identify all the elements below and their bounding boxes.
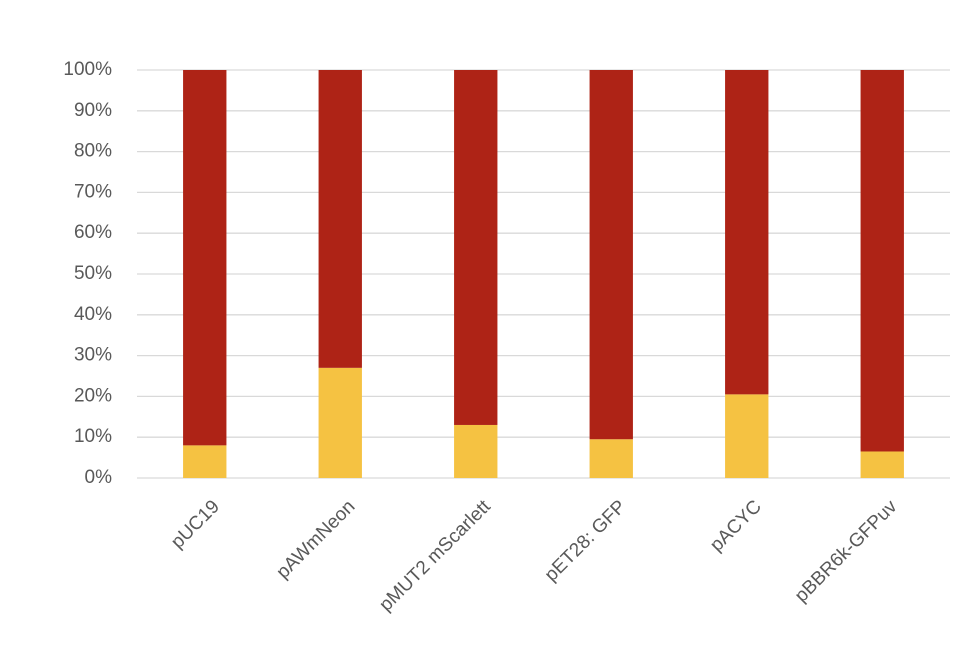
bar-segment (454, 70, 498, 425)
y-tick-label: 90% (74, 100, 112, 121)
bar-segment (725, 394, 769, 478)
bar-segment (318, 367, 362, 478)
x-tick-label: pBBR6k-GFPuv (791, 496, 902, 607)
bar-segment (589, 439, 633, 478)
y-tick-label: 80% (74, 141, 112, 162)
y-tick-label: 60% (74, 222, 112, 243)
bar-segment (183, 70, 227, 446)
x-tick-label: pUC19 (167, 496, 224, 553)
y-tick-label: 100% (63, 59, 112, 80)
bar-segment (589, 70, 633, 440)
x-tick-label: pAWmNeon (273, 496, 360, 583)
y-tick-label: 10% (74, 426, 112, 447)
bar-segment (860, 70, 904, 452)
y-tick-label: 40% (74, 304, 112, 325)
bar-segment (860, 451, 904, 478)
y-tick-label: 30% (74, 345, 112, 366)
bar-segment (454, 424, 498, 478)
bar-segment (183, 445, 227, 478)
x-tick-label: pMUT2 mScarlett (375, 496, 495, 616)
y-tick-label: 50% (74, 263, 112, 284)
y-tick-label: 20% (74, 385, 112, 406)
bar-segment (725, 70, 769, 395)
x-tick-label: pET28: GFP (541, 496, 631, 586)
x-tick-label: pACYC (706, 496, 766, 556)
y-tick-label: 70% (74, 181, 112, 202)
bar-segment (318, 70, 362, 368)
y-tick-label: 0% (85, 467, 113, 488)
